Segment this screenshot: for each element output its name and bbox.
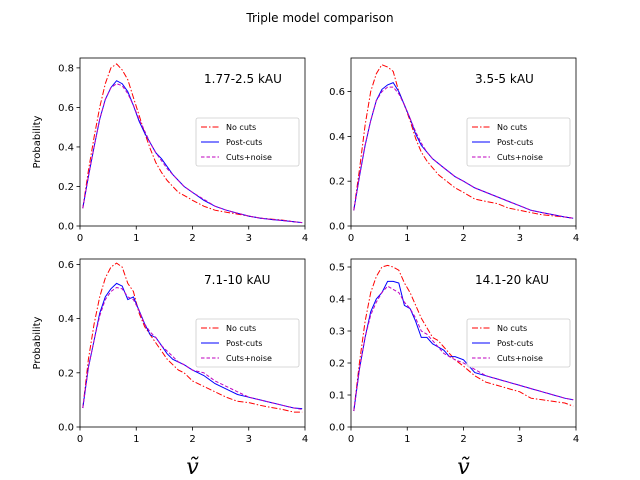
- panel-2: 0 1 2 3 4 0.0 0.2 0.4 0.6 3.5-5 kAU No cuts Post-cu…: [329, 57, 579, 244]
- x-tick-label: 3: [246, 233, 252, 244]
- x-tick-label: 4: [573, 434, 579, 445]
- legend: No cuts Post-cuts Cuts+noise: [466, 318, 571, 368]
- y-tick-label: 0.2: [329, 177, 345, 188]
- legend-label: No cuts: [497, 123, 527, 132]
- legend-label: Post-cuts: [226, 138, 262, 147]
- x-tick-label: 2: [189, 434, 195, 445]
- legend-label: No cuts: [497, 324, 527, 333]
- legend-label: No cuts: [226, 324, 256, 333]
- y-tick-label: 0.5: [329, 263, 345, 274]
- x-tick-label: 4: [302, 434, 308, 445]
- series-line-cuts-noise: [82, 286, 303, 410]
- series-line-cuts-noise: [82, 83, 303, 224]
- legend-label: Cuts+noise: [497, 153, 543, 162]
- legend-label: Cuts+noise: [226, 153, 272, 162]
- legend-label: Post-cuts: [497, 138, 533, 147]
- y-tick-label: 0.8: [58, 63, 74, 74]
- x-tick-label: 2: [460, 434, 466, 445]
- panel-3: 0 1 2 3 4 0.0 0.2 0.4 0.6 Probability ṽ 7.1-10 kAU N…: [32, 258, 308, 480]
- legend-label: Cuts+noise: [497, 354, 543, 363]
- y-tick-label: 0.0: [329, 423, 345, 434]
- legend-frame: [466, 318, 571, 368]
- figure-title: Triple model comparison: [245, 11, 393, 25]
- legend-label: No cuts: [226, 123, 256, 132]
- x-tick-label: 2: [189, 233, 195, 244]
- y-tick-label: 0.3: [329, 327, 345, 338]
- series-line-no-cuts: [353, 264, 574, 412]
- series-line-cuts-noise: [353, 86, 574, 219]
- y-tick-label: 0.2: [58, 182, 74, 193]
- y-tick-label: 0.6: [58, 260, 74, 271]
- legend: No cuts Post-cuts Cuts+noise: [195, 117, 300, 167]
- x-tick-label: 3: [517, 434, 523, 445]
- x-tick-label: 1: [404, 434, 410, 445]
- x-axis-label: ṽ: [457, 455, 470, 480]
- y-tick-label: 0.6: [58, 103, 74, 114]
- panel-4: 0 1 2 3 4 0.0 0.1 0.2 0.3 0.4 0.5 ṽ 14.1-20 kAU No cu…: [329, 258, 579, 480]
- legend: No cuts Post-cuts Cuts+noise: [466, 117, 571, 167]
- y-tick-label: 0.2: [58, 368, 74, 379]
- x-tick-label: 4: [302, 233, 308, 244]
- x-tick-label: 3: [517, 233, 523, 244]
- y-tick-label: 0.6: [329, 87, 345, 98]
- legend-label: Post-cuts: [497, 339, 533, 348]
- y-tick-label: 0.4: [329, 132, 345, 143]
- x-tick-label: 0: [348, 233, 354, 244]
- y-tick-label: 0.4: [58, 314, 74, 325]
- y-axis-label: Probability: [32, 115, 43, 168]
- x-tick-label: 1: [133, 434, 139, 445]
- y-axis-label: Probability: [32, 316, 43, 369]
- series-line-cuts-noise: [353, 285, 574, 412]
- x-tick-label: 0: [77, 434, 83, 445]
- x-tick-label: 1: [404, 233, 410, 244]
- x-axis-label: ṽ: [186, 455, 199, 480]
- x-tick-label: 3: [246, 434, 252, 445]
- range-annotation: 7.1-10 kAU: [204, 273, 270, 287]
- x-tick-label: 2: [460, 233, 466, 244]
- legend-frame: [466, 117, 571, 167]
- y-tick-label: 0.0: [58, 222, 74, 233]
- series-line-no-cuts: [82, 262, 303, 413]
- y-tick-label: 0.2: [329, 359, 345, 370]
- x-tick-label: 0: [348, 434, 354, 445]
- x-tick-label: 0: [77, 233, 83, 244]
- legend-label: Post-cuts: [226, 339, 262, 348]
- x-tick-label: 1: [133, 233, 139, 244]
- y-tick-label: 0.0: [58, 423, 74, 434]
- range-annotation: 1.77-2.5 kAU: [204, 72, 282, 86]
- range-annotation: 3.5-5 kAU: [475, 72, 534, 86]
- panel-1: 0 1 2 3 4 0.0 0.2 0.4 0.6 0.8 Probability 1.77-2.5 …: [32, 57, 308, 244]
- legend-frame: [195, 318, 300, 368]
- legend-frame: [195, 117, 300, 167]
- y-tick-label: 0.1: [329, 391, 345, 402]
- y-tick-label: 0.4: [58, 142, 74, 153]
- legend: No cuts Post-cuts Cuts+noise: [195, 318, 300, 368]
- y-tick-label: 0.4: [329, 295, 345, 306]
- legend-label: Cuts+noise: [226, 354, 272, 363]
- y-tick-label: 0.0: [329, 222, 345, 233]
- series-line-no-cuts: [353, 64, 574, 219]
- range-annotation: 14.1-20 kAU: [475, 273, 549, 287]
- x-tick-label: 4: [573, 233, 579, 244]
